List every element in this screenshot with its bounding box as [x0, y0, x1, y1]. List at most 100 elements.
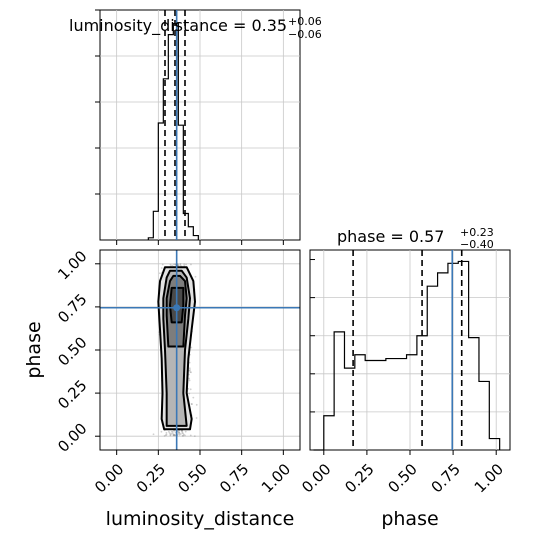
density-2d-sample	[178, 431, 181, 434]
lumdist-hist-title: luminosity_distance = 0.35	[69, 16, 287, 36]
density-2d-sample	[189, 434, 192, 437]
density-2d-sample	[189, 371, 192, 373]
density-2d-sample	[177, 430, 180, 433]
density-2d-sample	[177, 264, 179, 267]
density-2d-sample	[171, 430, 174, 433]
density-2d-sample	[184, 430, 187, 433]
phase-xtick-label: 0.25	[341, 460, 377, 496]
density-2d-sample	[181, 430, 184, 433]
lumdist-xtick-label: 0.75	[216, 460, 252, 496]
density-2d-sample	[189, 369, 191, 371]
density-2d-sample	[185, 263, 187, 266]
density-2d-sample	[152, 433, 155, 436]
density-2d-sample	[165, 433, 168, 436]
lumdist-hist-title-lower: −0.06	[288, 28, 322, 41]
density-2d-sample	[178, 433, 181, 436]
density-2d-sample	[177, 264, 179, 267]
lumdist-hist-panel: luminosity_distance = 0.35 +0.06 −0.06	[69, 9, 322, 245]
ylabel-phase: phase	[23, 321, 45, 378]
phase-ytick-label: 0.00	[54, 419, 90, 455]
density-2d-sample	[178, 431, 180, 434]
density-2d-sample	[189, 388, 192, 391]
density-2d-sample	[184, 434, 186, 437]
density-2d-sample	[192, 396, 195, 399]
phase-hist-title: phase = 0.57	[337, 227, 444, 246]
density-2d-sample	[173, 263, 175, 266]
density-2d-sample	[188, 369, 191, 372]
lumdist-xtick-label: 1.00	[258, 460, 294, 496]
density-2d-sample	[173, 433, 175, 436]
density-2d-sample	[170, 430, 173, 433]
density-2d-sample	[171, 264, 174, 267]
density-2d-sample	[173, 434, 176, 437]
density-2d-sample	[173, 429, 176, 432]
density-2d-sample	[182, 432, 184, 435]
density-2d-sample	[173, 434, 175, 437]
density-2d-sample	[195, 403, 198, 406]
density-2d-sample	[188, 392, 191, 395]
density-2d-sample	[169, 263, 172, 266]
density-2d-sample	[160, 267, 163, 269]
phase-hist-yticks	[310, 259, 315, 413]
density-2d-sample	[172, 434, 175, 437]
density-2d-sample	[190, 371, 192, 374]
density-2d-sample	[172, 433, 175, 436]
density-2d-contour	[165, 274, 188, 348]
density-2d-sample	[181, 434, 184, 437]
density-2d-sample	[182, 433, 185, 436]
density-2d-sample	[174, 263, 177, 266]
lumdist-hist-title-upper: +0.06	[288, 15, 322, 28]
lumdist-hist-step	[147, 23, 199, 240]
density-2d-sample	[182, 434, 185, 437]
density-2d-sample	[167, 430, 170, 433]
lumdist-hist-grid	[100, 10, 300, 240]
density-2d-contour	[169, 286, 185, 324]
density-2d-sample	[179, 433, 182, 435]
density-2d-sample	[191, 403, 193, 405]
density-2d-sample	[160, 430, 163, 433]
density-2d-contour	[162, 269, 191, 427]
density-2d-sample	[168, 432, 171, 435]
xlabel-phase: phase	[381, 508, 438, 530]
phase-ytick-label: 0.25	[54, 376, 90, 412]
density-2d-sample	[190, 403, 193, 405]
phase-xtick-label: 0.00	[298, 460, 334, 496]
density-2d-sample	[195, 417, 198, 419]
density-2d-sample	[165, 431, 168, 434]
density-2d-contour	[157, 266, 196, 431]
phase-xtick-label: 0.50	[384, 460, 420, 496]
density-2d-sample	[179, 264, 182, 267]
density-2d-sample	[164, 434, 167, 437]
density-2d-sample	[188, 367, 191, 370]
density-2d-sample	[194, 275, 197, 278]
density-2d-sample	[188, 377, 191, 380]
phase-quantile-lines	[352, 250, 463, 450]
density-2d-sample	[169, 433, 172, 436]
lumdist-xtick-label: 0.00	[91, 460, 127, 496]
density-2d-sample	[161, 263, 164, 266]
density-2d-sample	[193, 435, 196, 437]
density-2d-sample	[158, 272, 161, 275]
phase-hist-step	[313, 260, 501, 451]
density-2d-sample	[190, 263, 192, 266]
lumdist-xtick-label: 0.25	[133, 460, 169, 496]
lumdist-quantile-lines	[164, 10, 186, 240]
density-2d-sample	[178, 432, 181, 435]
phase-hist-panel: phase = 0.57 +0.23 −0.40	[309, 226, 511, 451]
density-2d-sample	[170, 432, 173, 435]
phase-xtick-label: 0.75	[428, 460, 464, 496]
density-2d-sample	[163, 434, 166, 437]
density-2d-grid	[100, 250, 300, 450]
density-2d-sample	[181, 431, 184, 434]
density-2d-sample	[171, 432, 174, 435]
phase-hist-title-upper: +0.23	[460, 226, 494, 239]
lumdist-hist-yticks	[95, 9, 284, 245]
density-2d-sample	[188, 379, 191, 382]
phase-hist-title-lower: −0.40	[460, 238, 494, 251]
phase-ytick-label: 1.00	[54, 247, 90, 283]
density-2d-panel	[99, 249, 301, 451]
density-2d-sample	[183, 263, 186, 266]
phase-xtick-label: 1.00	[471, 460, 507, 496]
lumdist-xtick-label: 0.50	[174, 460, 210, 496]
